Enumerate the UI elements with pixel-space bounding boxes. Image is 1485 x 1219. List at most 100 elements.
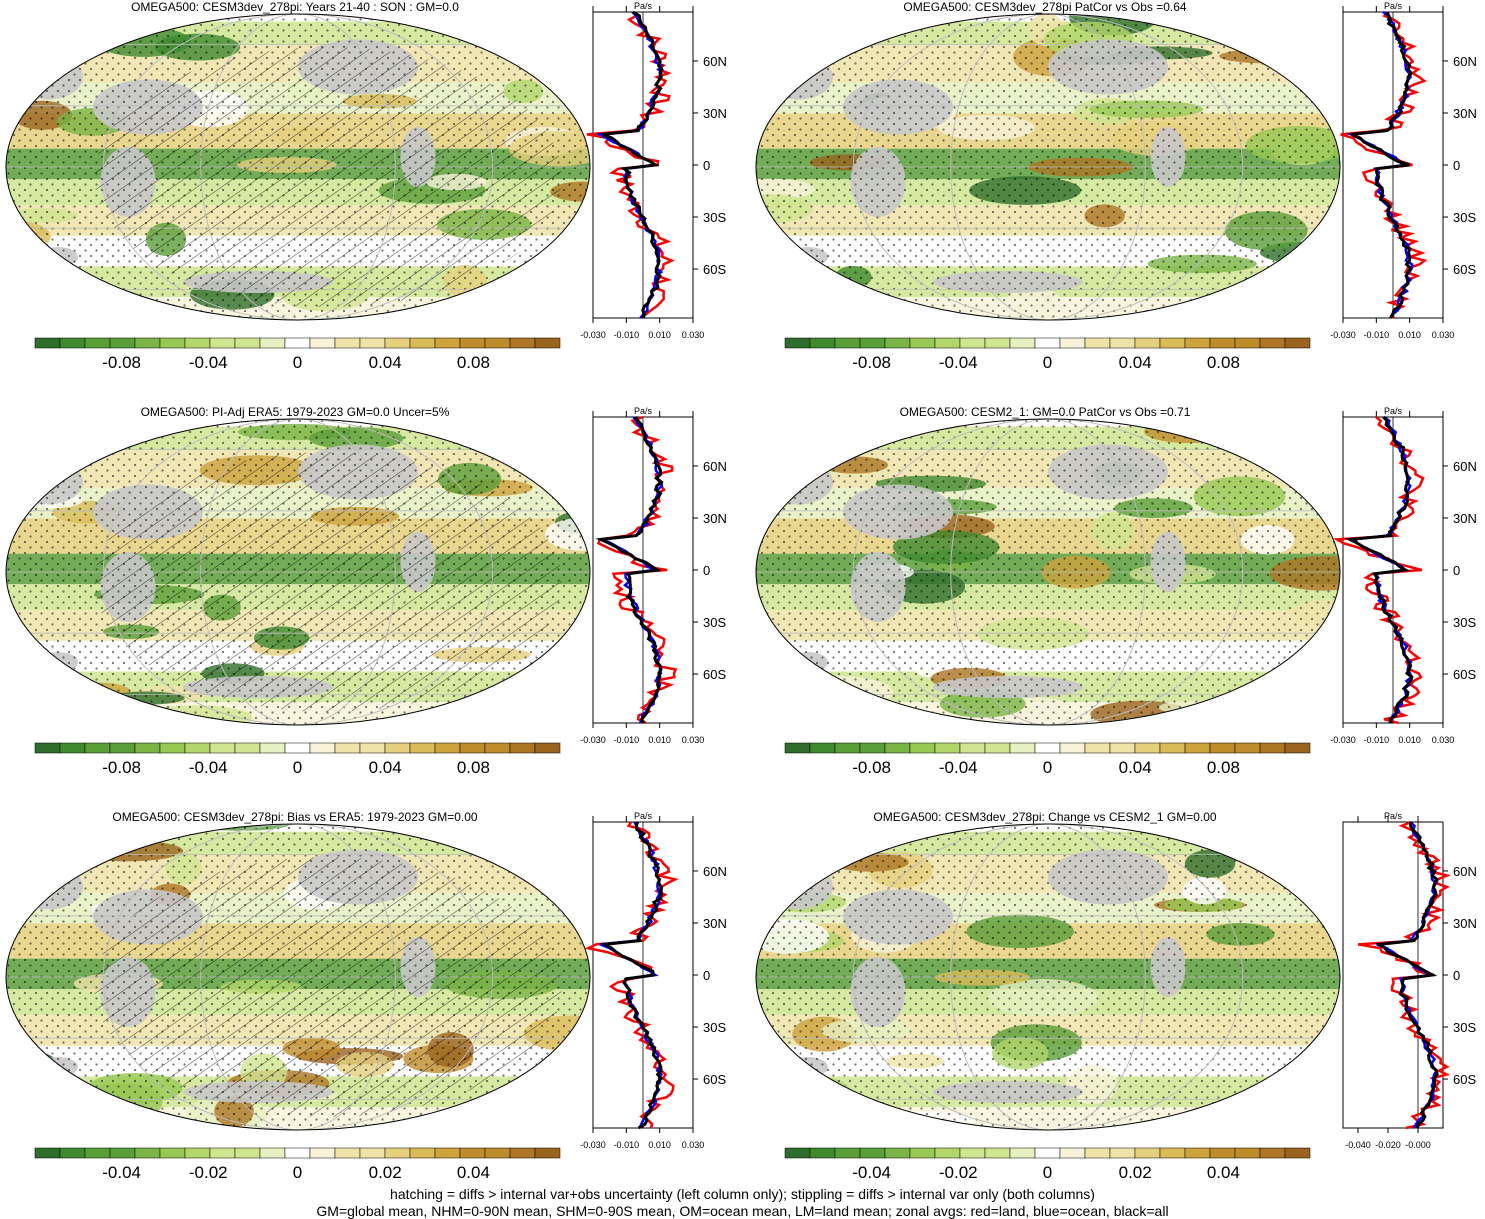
zonal-lat-label: 60N bbox=[703, 459, 727, 474]
panel-title: OMEGA500: CESM3dev_278pi PatCor vs Obs =… bbox=[903, 0, 1187, 14]
colorbar-box bbox=[484, 742, 511, 754]
zonal-x-label: -0.000 bbox=[1405, 1140, 1431, 1150]
colorbar-box bbox=[259, 1147, 286, 1159]
zonal-x-label: 0.030 bbox=[682, 1140, 705, 1150]
colorbar-box bbox=[1209, 1147, 1236, 1159]
map-border bbox=[755, 418, 1341, 726]
colorbar-box bbox=[784, 1147, 811, 1159]
zonal-x-label: 0.010 bbox=[648, 330, 671, 340]
colorbar-box bbox=[959, 337, 986, 349]
field-blob bbox=[496, 707, 560, 721]
colorbar-box bbox=[1209, 742, 1236, 754]
colorbar-box bbox=[1234, 1147, 1261, 1159]
field-blob bbox=[6, 676, 43, 694]
zonal-series-all bbox=[1344, 415, 1414, 724]
colorbar-tick-label: 0.08 bbox=[457, 353, 490, 372]
colorbar-tick-label: 0.08 bbox=[457, 758, 490, 777]
colorbar-box bbox=[1009, 1147, 1036, 1159]
map bbox=[6, 14, 590, 320]
colorbar-box bbox=[909, 1147, 936, 1159]
panel: -0.08 -0.04 0 0.04 0.08 Pa/s 60N 30N 0 30S 60S -0.0… bbox=[755, 1, 1477, 372]
colorbar-tick-label: -0.04 bbox=[939, 353, 978, 372]
colorbar-box bbox=[59, 742, 86, 754]
zonal-lat-label: 30N bbox=[1453, 106, 1477, 121]
colorbar-box bbox=[334, 1147, 361, 1159]
zonal-unit: Pa/s bbox=[1384, 811, 1403, 821]
zonal-profile: Pa/s 60N 30N 0 30S 60S -0.030 -0.010 0.010 0.030 bbox=[1330, 406, 1477, 745]
colorbar-box bbox=[434, 337, 461, 349]
graticule bbox=[852, 824, 1244, 1130]
colorbar-box bbox=[1284, 1147, 1311, 1159]
field-blob bbox=[564, 1075, 590, 1103]
colorbar-box bbox=[1084, 742, 1111, 754]
colorbar-box bbox=[884, 1147, 911, 1159]
zonal-unit: Pa/s bbox=[634, 406, 653, 416]
hatching bbox=[94, 451, 562, 713]
colorbar-box bbox=[1059, 1147, 1086, 1159]
colorbar-box bbox=[1159, 337, 1186, 349]
zonal-lat-label: 0 bbox=[703, 968, 710, 983]
colorbar-box bbox=[109, 337, 136, 349]
panel: -0.08 -0.04 0 0.04 0.08 Pa/s 60N 30N 0 30S 60S -0.0… bbox=[5, 1, 727, 372]
map bbox=[6, 419, 590, 725]
colorbar-box bbox=[134, 337, 161, 349]
colorbar-tick-label: 0.02 bbox=[369, 1163, 402, 1180]
colorbar-tick-label: 0 bbox=[293, 1163, 302, 1180]
colorbar-box bbox=[209, 1147, 236, 1159]
colorbar-box bbox=[984, 337, 1011, 349]
graticule bbox=[200, 419, 396, 725]
colorbar-box bbox=[34, 742, 61, 754]
zonal-series-all bbox=[600, 821, 664, 1130]
field-blob bbox=[541, 695, 590, 711]
zonal-lat-label: 60S bbox=[703, 262, 726, 277]
colorbar-tick-label: 0.04 bbox=[1119, 353, 1152, 372]
zonal-unit: Pa/s bbox=[1384, 406, 1403, 416]
zonal-lat-label: 60N bbox=[1453, 864, 1477, 879]
zonal-lat-label: 60N bbox=[1453, 54, 1477, 69]
zonal-profile: Pa/s 60N 30N 0 30S 60S -0.040 -0.020 -0.000 bbox=[1342, 811, 1477, 1150]
colorbar-box bbox=[809, 742, 836, 754]
colorbar-box bbox=[1059, 742, 1086, 754]
colorbar-box bbox=[234, 742, 261, 754]
hatching bbox=[94, 856, 562, 1118]
colorbar-tick-label: 0.04 bbox=[369, 758, 402, 777]
panel-title: OMEGA500: CESM3dev_278pi: Years 21-40 : … bbox=[131, 0, 459, 14]
colorbar-box bbox=[384, 742, 411, 754]
colorbar-box bbox=[1009, 742, 1036, 754]
graticule bbox=[852, 14, 1244, 320]
colorbar-box bbox=[359, 1147, 386, 1159]
zonal-lat-label: 0 bbox=[1453, 158, 1460, 173]
field-blob bbox=[19, 696, 125, 722]
colorbar-box bbox=[159, 337, 186, 349]
colorbar-box bbox=[1234, 742, 1261, 754]
colorbar-box bbox=[884, 742, 911, 754]
colorbar-box bbox=[284, 337, 311, 349]
colorbar-box bbox=[834, 1147, 861, 1159]
colorbar-box bbox=[84, 337, 111, 349]
zonal-series-land bbox=[1332, 416, 1425, 725]
colorbar-box bbox=[484, 1147, 511, 1159]
colorbar-box bbox=[34, 1147, 61, 1159]
colorbar-tick-label: -0.04 bbox=[189, 758, 228, 777]
colorbar-box bbox=[259, 337, 286, 349]
field-blob bbox=[69, 831, 108, 849]
field-blob bbox=[831, 14, 924, 35]
colorbar-box bbox=[1134, 742, 1161, 754]
zonal-lat-label: 60N bbox=[703, 54, 727, 69]
zonal-x-label: -0.030 bbox=[580, 735, 606, 745]
zonal-lat-label: 30N bbox=[1453, 511, 1477, 526]
colorbar-tick-label: -0.02 bbox=[939, 1163, 978, 1180]
map bbox=[6, 824, 590, 1130]
colorbar-box bbox=[459, 1147, 486, 1159]
colorbar-tick-label: 0.04 bbox=[1119, 758, 1152, 777]
zonal-profile: Pa/s 60N 30N 0 30S 60S -0.030 -0.010 0.010 0.030 bbox=[580, 811, 727, 1150]
colorbar-box bbox=[109, 1147, 136, 1159]
zonal-lat-label: 0 bbox=[1453, 968, 1460, 983]
panel: -0.04 -0.02 0 0.02 0.04Pa/s60N30N030S60S-0.0… bbox=[755, 811, 1477, 1180]
zonal-series-land bbox=[584, 821, 679, 1129]
zonal-x-label: -0.040 bbox=[1345, 1140, 1371, 1150]
colorbar-box bbox=[409, 742, 436, 754]
colorbar-box bbox=[784, 337, 811, 349]
map bbox=[756, 824, 1340, 1130]
